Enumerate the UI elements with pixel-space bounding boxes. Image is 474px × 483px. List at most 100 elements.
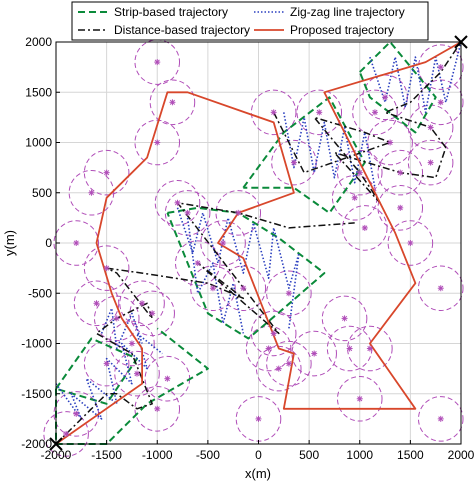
sensor-node: [73, 240, 80, 246]
sensor-node-stroke: [276, 366, 282, 372]
sensor-node-stroke: [154, 139, 160, 146]
legend-box: [71, 1, 429, 41]
coverage-circle: [83, 340, 130, 387]
sensor-node: [194, 260, 201, 267]
sensor-node-stroke: [134, 371, 140, 377]
sensor-node-stroke: [154, 406, 160, 412]
sensor-node-stroke: [73, 240, 79, 246]
coverage-circle: [73, 280, 120, 327]
coverage-circle: [83, 245, 130, 291]
y-tick-label: -2000: [21, 437, 52, 451]
sensor-node-stroke: [73, 411, 79, 417]
sensor-node: [437, 64, 444, 71]
sensor-node: [371, 109, 378, 116]
coverage-circle: [417, 79, 464, 126]
proposed-legend-label: Proposed trajectory: [290, 23, 394, 37]
sensor-node-stroke: [88, 190, 94, 196]
coverage-circle: [377, 185, 424, 231]
sensor-node: [341, 315, 348, 322]
sensor-node-stroke: [255, 416, 262, 422]
coverage-circle: [352, 89, 398, 136]
coverage-circle: [134, 119, 181, 166]
coverage-circle: [336, 149, 383, 196]
y-tick-label: 500: [32, 186, 52, 200]
sensor-node-stroke: [174, 200, 181, 206]
sensor-node-stroke: [63, 431, 69, 437]
strip-legend-label: Strip-based trajectory: [114, 5, 228, 19]
sensor-node-stroke: [352, 195, 358, 201]
y-tick-label: 2000: [25, 35, 52, 49]
sensor-node: [63, 430, 70, 437]
coverage-circle: [200, 220, 246, 266]
sensor-node-stroke: [316, 109, 322, 115]
sensor-node-stroke: [387, 139, 393, 146]
sensor-node: [149, 310, 156, 317]
coverage-circle: [321, 295, 368, 342]
sensor-node-stroke: [342, 315, 348, 321]
coverage-circle: [134, 386, 181, 432]
sensor-node: [397, 204, 404, 211]
sensor-node: [285, 290, 292, 297]
x-tick-label: 1000: [346, 448, 373, 462]
zigzag-legend-label: Zig-zag line trajectory: [290, 5, 405, 19]
sensor-node: [356, 169, 363, 176]
sensor-node-stroke: [220, 240, 226, 246]
distance-trajectory-line: [55, 267, 153, 445]
x-axis-label: x(m): [245, 466, 271, 481]
sensor-node-stroke: [438, 99, 444, 105]
y-tick-label: 1500: [25, 85, 52, 99]
y-tick-label: 0: [45, 236, 52, 250]
sensor-node-stroke: [271, 109, 277, 115]
coverage-circle: [336, 376, 383, 422]
coverage-circle: [387, 220, 434, 266]
sensor-node: [154, 139, 161, 146]
coverage-circle: [271, 139, 317, 186]
sensor-node-stroke: [104, 170, 110, 176]
coverage-circle: [109, 320, 155, 367]
coverage-circle: [245, 325, 292, 372]
coverage-circle: [417, 44, 464, 90]
x-axis-ticks: -2000 -1500 -1000 -500 0 500 1000 1500 2000: [41, 440, 474, 462]
sensor-node-stroke: [93, 300, 100, 306]
coverage-circle: [407, 139, 454, 186]
coverage-circle: [417, 396, 464, 442]
sensor-node-stroke: [104, 361, 110, 367]
zigzag-trajectory-line: [176, 207, 300, 329]
sensor-node: [346, 345, 353, 352]
sensor-node: [382, 94, 389, 101]
sensor-node: [285, 360, 292, 367]
sensor-node: [240, 285, 247, 292]
sensor-node-stroke: [139, 300, 145, 306]
sensor-node-stroke: [286, 361, 292, 367]
zigzag-trajectory-line: [369, 41, 462, 114]
sensor-node: [169, 99, 176, 106]
coverage-circle: [154, 180, 201, 226]
sensor-node-stroke: [367, 345, 373, 352]
y-tick-label: -1500: [21, 387, 52, 401]
y-tick-label: -500: [28, 286, 52, 300]
coverage-circle: [266, 270, 312, 317]
sensor-nodes: [63, 59, 444, 437]
sensor-node: [427, 159, 434, 166]
sensor-node-stroke: [235, 210, 241, 216]
sensor-node-stroke: [347, 345, 353, 352]
distance-legend-label: Distance-based trajectory: [114, 23, 250, 37]
coverage-circle: [53, 220, 100, 266]
sensor-node: [93, 300, 100, 307]
y-axis-label: y(m): [2, 230, 17, 256]
sensor-node-stroke: [154, 59, 160, 65]
coverage-circle: [129, 290, 175, 337]
sensor-node-stroke: [210, 285, 216, 291]
coverage-circle: [347, 325, 393, 372]
sensor-node: [103, 360, 110, 367]
zigzag-trajectory-line: [55, 332, 163, 420]
coverage-circle: [215, 190, 262, 236]
distance-trajectory-line: [106, 202, 355, 335]
coverage-circle: [250, 89, 297, 136]
sensor-node: [316, 109, 323, 116]
sensor-node: [184, 209, 191, 216]
sensor-node: [311, 350, 318, 357]
sensor-node: [255, 415, 262, 422]
coverage-circle: [377, 149, 424, 196]
coverage-circle: [296, 89, 343, 136]
